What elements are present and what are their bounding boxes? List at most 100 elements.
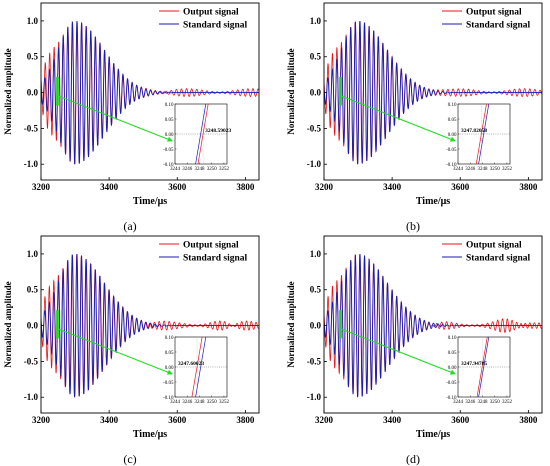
y-tick-label: -1.0	[24, 159, 39, 169]
inset-y-tick-label: -0.10	[163, 396, 174, 401]
inset-y-tick-label: -0.05	[163, 148, 174, 153]
plot-frame	[323, 2, 543, 181]
inset-plot: 3244 3246 3248 3250 3252 0.10 0.05 0.00 -0.05 -0.…	[446, 336, 512, 405]
standard-signal-line	[41, 21, 259, 165]
connector-arrow	[341, 328, 453, 374]
y-axis-label: Normalized amplitude	[286, 281, 296, 367]
plot-frame	[40, 235, 260, 414]
legend-entry: Standard signal	[183, 21, 248, 31]
inset-y-tick-label: -0.05	[446, 148, 457, 153]
inset-y-tick-label: -0.05	[446, 381, 457, 386]
y-tick-label: -0.5	[307, 123, 322, 133]
inset-x-tick-label: 3250	[490, 400, 501, 405]
x-tick-label: 3600	[451, 182, 470, 192]
x-tick-label: 3800	[236, 182, 255, 192]
inset-x-tick-label: 3248	[194, 167, 205, 172]
legend-entry: Output signal	[183, 8, 239, 18]
inset-annotation: 3247.60023	[178, 361, 204, 367]
standard-signal-line	[324, 254, 542, 398]
inset-plot: 3244 3246 3248 3250 3252 0.10 0.05 0.00 -0.05 -0.…	[163, 336, 229, 405]
x-tick-label: 3200	[32, 415, 51, 425]
chart-panel: 3200 3400 3600 3800 -1.0 -0.5 0.0 0.5 1.0 Normali…	[286, 235, 543, 466]
inset-y-tick-label: -0.10	[446, 163, 457, 168]
plot-area	[324, 254, 542, 398]
y-tick-label: 0.5	[27, 52, 39, 62]
inset-y-tick-label: 0.10	[165, 103, 174, 108]
y-tick-label: -1.0	[24, 392, 39, 402]
highlight-region	[55, 76, 59, 106]
x-tick-label: 3600	[168, 182, 187, 192]
x-tick-label: 3800	[236, 415, 255, 425]
inset-plot: 3244 3246 3248 3250 3252 0.10 0.05 0.00 -0.05 -0.…	[163, 103, 231, 172]
inset-standard-line	[478, 336, 490, 398]
inset-x-tick-label: 3246	[182, 400, 193, 405]
legend-entry: Standard signal	[466, 254, 531, 264]
y-tick-label: 0.5	[27, 285, 39, 295]
inset-x-tick-label: 3244	[453, 400, 464, 405]
inset-y-tick-label: -0.10	[446, 396, 457, 401]
inset-y-tick-label: 0.05	[448, 351, 457, 356]
x-tick-label: 3400	[383, 415, 402, 425]
y-tick-label: 0.5	[310, 285, 322, 295]
panel-label: (c)	[123, 452, 136, 466]
y-tick-label: -0.5	[24, 356, 39, 366]
y-axis-label: Normalized amplitude	[286, 48, 296, 134]
x-tick-label: 3200	[32, 182, 51, 192]
x-tick-label: 3800	[519, 182, 538, 192]
inset-x-tick-label: 3252	[219, 167, 230, 172]
inset-y-tick-label: 0.10	[448, 336, 457, 341]
inset-standard-line	[195, 103, 207, 165]
x-tick-label: 3200	[315, 415, 334, 425]
y-tick-label: 0.0	[310, 321, 322, 331]
plot-frame	[323, 235, 543, 414]
plot-frame	[40, 2, 260, 181]
inset-y-tick-label: 0.00	[165, 133, 174, 138]
highlight-region	[55, 309, 59, 339]
x-tick-label: 3800	[519, 415, 538, 425]
legend-entry: Output signal	[466, 241, 522, 251]
standard-signal-line	[324, 21, 542, 165]
x-tick-label: 3600	[451, 415, 470, 425]
inset-annotation: 3247.94785	[461, 361, 487, 367]
connector-arrowhead	[450, 136, 456, 142]
x-axis-label: Time/μs	[133, 429, 167, 440]
inset-x-tick-label: 3248	[194, 400, 205, 405]
inset-x-tick-label: 3252	[502, 167, 513, 172]
inset-annotation: 3248.59023	[205, 128, 231, 134]
chart-panel: 3200 3400 3600 3800 -1.0 -0.5 0.0 0.5 1.0 Normali…	[286, 2, 543, 233]
x-axis-label: Time/μs	[416, 429, 450, 440]
inset-x-tick-label: 3248	[477, 167, 488, 172]
y-tick-label: 1.0	[310, 249, 322, 259]
plot-area	[41, 21, 259, 165]
x-axis-label: Time/μs	[133, 196, 167, 207]
y-tick-label: 1.0	[27, 16, 39, 26]
y-tick-label: -1.0	[307, 159, 322, 169]
inset-output-line	[191, 336, 203, 398]
panel-label: (d)	[406, 452, 420, 466]
connector-arrow	[58, 328, 170, 374]
inset-output-line	[475, 103, 487, 165]
inset-plot: 3244 3246 3248 3250 3252 0.10 0.05 0.00 -0.05 -0.…	[446, 103, 512, 172]
inset-y-tick-label: 0.05	[165, 118, 174, 123]
legend-entry: Standard signal	[183, 254, 248, 264]
inset-y-tick-label: 0.05	[448, 118, 457, 123]
inset-y-tick-label: -0.05	[163, 381, 174, 386]
inset-standard-line	[195, 336, 207, 398]
inset-x-tick-label: 3248	[477, 400, 488, 405]
inset-standard-line	[478, 103, 490, 165]
x-tick-label: 3200	[315, 182, 334, 192]
connector-arrow	[58, 95, 170, 141]
inset-y-tick-label: 0.00	[448, 133, 457, 138]
chart-panel: 3200 3400 3600 3800 -1.0 -0.5 0.0 0.5 1.0 Normali…	[3, 235, 260, 466]
x-tick-label: 3600	[168, 415, 187, 425]
connector-arrowhead	[167, 136, 173, 142]
plot-area	[41, 254, 259, 398]
inset-y-tick-label: 0.10	[165, 336, 174, 341]
y-tick-label: -1.0	[307, 392, 322, 402]
inset-annotation: 3247.82058	[461, 128, 487, 134]
connector-arrow	[341, 95, 453, 141]
inset-x-tick-label: 3246	[465, 167, 476, 172]
panel-label: (b)	[406, 219, 420, 233]
inset-x-tick-label: 3246	[182, 167, 193, 172]
